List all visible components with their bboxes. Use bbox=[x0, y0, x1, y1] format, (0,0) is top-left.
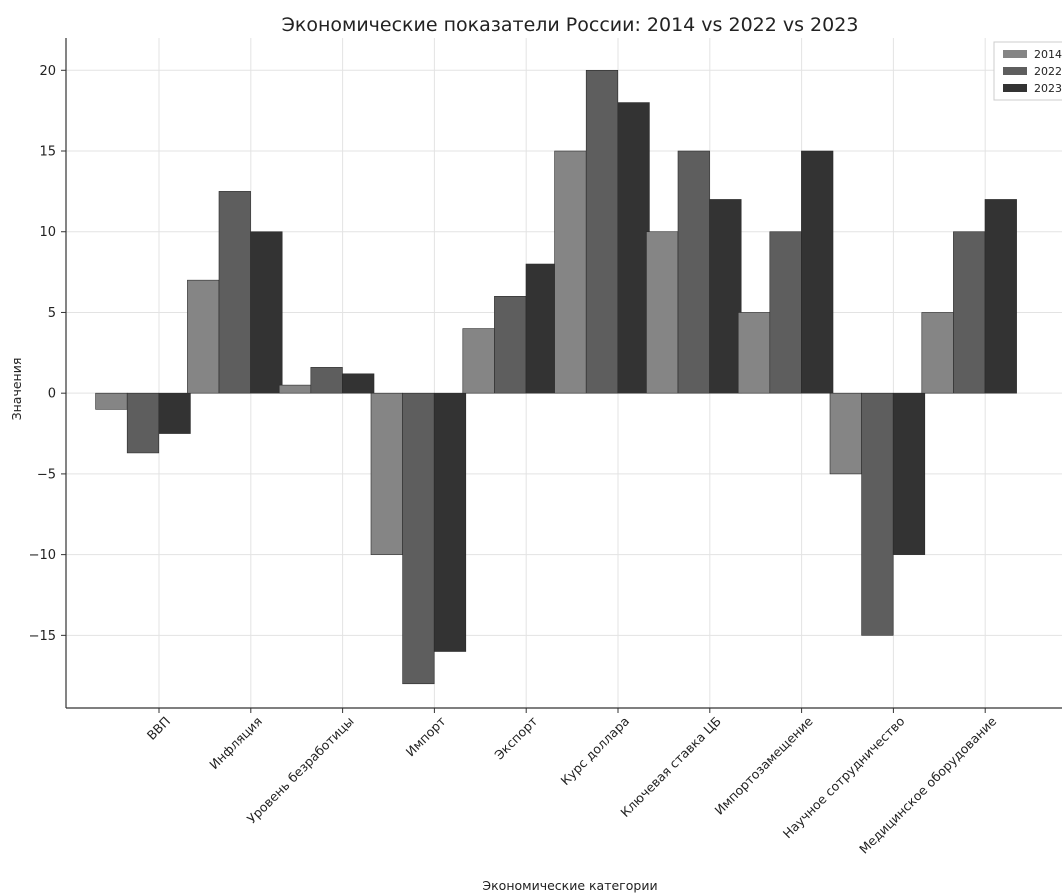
y-tick-label: −5 bbox=[37, 467, 56, 482]
bar-2014 bbox=[554, 150, 587, 394]
bar-2022 bbox=[769, 231, 802, 394]
y-tick-label: 10 bbox=[39, 225, 56, 240]
bar-2014 bbox=[95, 392, 128, 410]
bar-2022 bbox=[953, 231, 986, 394]
y-tick-label: 15 bbox=[39, 145, 56, 160]
y-tick-label: 20 bbox=[39, 64, 56, 79]
bar-2023 bbox=[984, 199, 1017, 394]
bar-2014 bbox=[829, 392, 862, 475]
bars bbox=[95, 69, 1017, 685]
bar-2022 bbox=[126, 392, 160, 454]
x-tick-label: Ключевая ставка ЦБ bbox=[617, 714, 724, 821]
x-tick-label: Экспорт bbox=[491, 714, 540, 763]
bar-2023 bbox=[801, 150, 834, 394]
x-tick-label: Уровень безработицы bbox=[244, 714, 357, 827]
y-ticks: −15 −10 −5 0 5 10 15 20 bbox=[29, 64, 66, 644]
bar-2022 bbox=[494, 296, 527, 394]
bar-2023 bbox=[158, 392, 191, 434]
bar-2023 bbox=[250, 231, 283, 394]
bar-2014 bbox=[187, 279, 220, 394]
x-tick-label: Импорт bbox=[403, 714, 449, 760]
x-tick-label: Курс доллара bbox=[557, 714, 632, 789]
bar-2023 bbox=[525, 263, 558, 394]
y-axis-label: Значения bbox=[9, 358, 24, 421]
legend-label: 2014 bbox=[1034, 48, 1062, 61]
bar-2022 bbox=[218, 191, 251, 394]
bar-2014 bbox=[646, 231, 679, 394]
x-axis-label: Экономические категории bbox=[482, 878, 657, 893]
y-tick-label: −10 bbox=[29, 548, 56, 563]
bar-2023 bbox=[342, 373, 375, 394]
bar-2023 bbox=[709, 199, 742, 394]
legend-swatch bbox=[1003, 67, 1027, 75]
bar-2022 bbox=[677, 150, 710, 394]
y-tick-label: 0 bbox=[48, 387, 56, 402]
bar-2022 bbox=[861, 392, 894, 636]
bar-2022 bbox=[310, 367, 343, 394]
x-tick-label: Импортозамещение bbox=[712, 713, 816, 817]
bar-2023 bbox=[433, 392, 467, 652]
y-tick-label: 5 bbox=[48, 306, 56, 321]
bar-2023 bbox=[617, 102, 650, 394]
legend-label: 2023 bbox=[1034, 82, 1062, 95]
legend: 2014 2022 2023 bbox=[993, 41, 1062, 101]
bar-2023 bbox=[892, 392, 926, 555]
legend-swatch bbox=[1003, 50, 1027, 58]
bar-2014 bbox=[737, 312, 771, 394]
legend-swatch bbox=[1003, 84, 1027, 92]
y-tick-label: −15 bbox=[29, 629, 56, 644]
bar-2014 bbox=[462, 328, 495, 394]
bar-2022 bbox=[585, 69, 619, 394]
bar-2014 bbox=[278, 384, 312, 394]
x-tick-label: Инфляция bbox=[206, 714, 265, 773]
bar-2014 bbox=[921, 312, 954, 394]
axes bbox=[65, 38, 1062, 709]
legend-label: 2022 bbox=[1034, 65, 1062, 78]
bar-2014 bbox=[370, 392, 403, 555]
bar-2022 bbox=[402, 392, 435, 685]
chart-title: Экономические показатели России: 2014 vs… bbox=[282, 14, 859, 36]
x-tick-label: ВВП bbox=[144, 714, 173, 743]
